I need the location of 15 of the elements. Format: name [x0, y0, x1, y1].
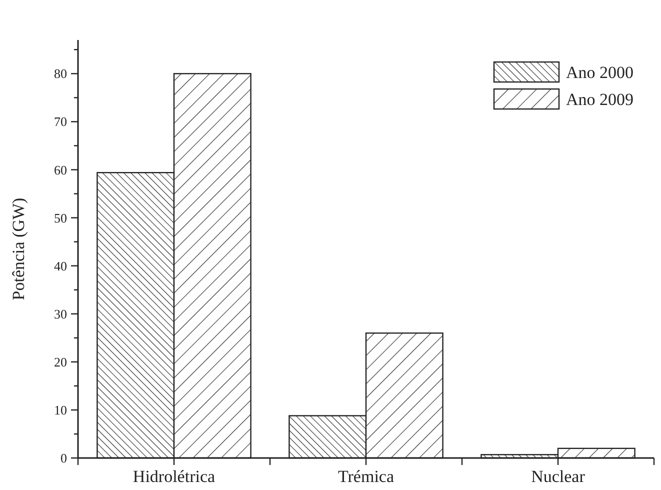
x-tick-label: Hidrolétrica	[132, 467, 216, 486]
y-tick-label: 10	[54, 402, 67, 418]
y-tick-label: 0	[60, 450, 67, 466]
y-axis-title: Potência (GW)	[9, 198, 28, 300]
y-tick-label: 20	[54, 354, 67, 370]
y-tick-label: 30	[54, 306, 67, 322]
y-tick-label: 80	[54, 66, 67, 82]
y-tick-label: 40	[54, 258, 67, 274]
y-tick-label: 60	[54, 162, 67, 178]
y-tick-label: 50	[54, 210, 67, 226]
x-tick-label: Trémica	[338, 467, 394, 486]
legend-label: Ano 2000	[566, 62, 634, 82]
x-tick-label: Nuclear	[531, 467, 586, 486]
legend-label: Ano 2009	[566, 90, 634, 109]
y-tick-label: 70	[54, 114, 67, 130]
